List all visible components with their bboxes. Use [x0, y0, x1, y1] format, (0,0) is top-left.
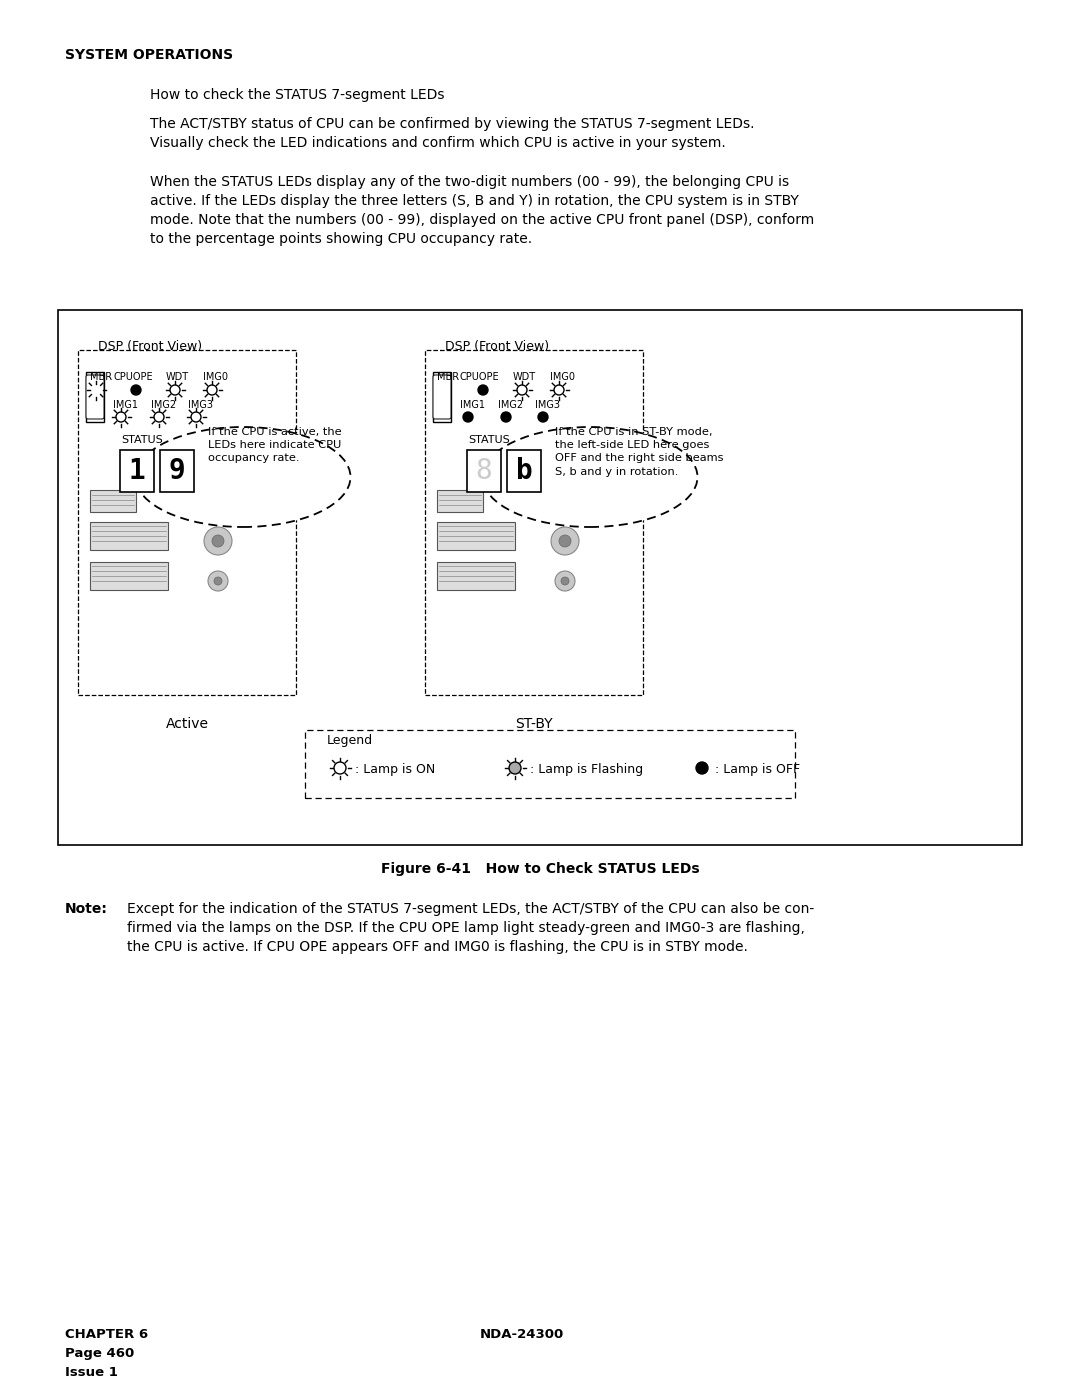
- Bar: [160, 450, 194, 492]
- Text: Except for the indication of the STATUS 7-segment LEDs, the ACT/STBY of the CPU : Except for the indication of the STATUS …: [127, 902, 814, 954]
- Bar: [467, 450, 501, 492]
- Circle shape: [696, 761, 708, 774]
- Text: IMG0: IMG0: [203, 372, 228, 381]
- Circle shape: [559, 535, 571, 548]
- Bar: [78, 351, 296, 694]
- Bar: [58, 310, 1022, 845]
- Circle shape: [438, 386, 448, 395]
- Text: IMG2: IMG2: [498, 400, 523, 409]
- Text: If the CPU is in ST-BY mode,
the left-side LED here goes
OFF and the right side : If the CPU is in ST-BY mode, the left-si…: [555, 427, 724, 476]
- Bar: [433, 372, 451, 422]
- Ellipse shape: [135, 427, 351, 527]
- Bar: [437, 522, 515, 550]
- Text: SYSTEM OPERATIONS: SYSTEM OPERATIONS: [65, 47, 233, 61]
- Text: Note:: Note:: [65, 902, 108, 916]
- Text: If the CPU is active, the
LEDs here indicate CPU
occupancy rate.: If the CPU is active, the LEDs here indi…: [208, 427, 341, 464]
- Text: STATUS: STATUS: [121, 434, 163, 446]
- Text: Active: Active: [165, 717, 208, 731]
- Circle shape: [538, 412, 548, 422]
- Text: How to check the STATUS 7-segment LEDs: How to check the STATUS 7-segment LEDs: [150, 88, 445, 102]
- Text: 9: 9: [168, 457, 186, 485]
- Text: 8: 8: [475, 457, 492, 485]
- Text: NDA-24300: NDA-24300: [480, 1329, 564, 1341]
- FancyBboxPatch shape: [433, 374, 451, 419]
- Text: 1: 1: [129, 457, 146, 485]
- Circle shape: [501, 412, 511, 422]
- Bar: [90, 522, 168, 550]
- Text: : Lamp is Flashing: : Lamp is Flashing: [530, 763, 643, 775]
- Text: When the STATUS LEDs display any of the two-digit numbers (00 - 99), the belongi: When the STATUS LEDs display any of the …: [150, 175, 814, 246]
- Bar: [426, 351, 643, 694]
- Text: IMG3: IMG3: [535, 400, 561, 409]
- Text: The ACT/STBY status of CPU can be confirmed by viewing the STATUS 7-segment LEDs: The ACT/STBY status of CPU can be confir…: [150, 117, 755, 149]
- Text: MBR: MBR: [90, 372, 112, 381]
- Bar: [437, 490, 483, 511]
- Text: CHAPTER 6
Page 460
Issue 1: CHAPTER 6 Page 460 Issue 1: [65, 1329, 148, 1379]
- Text: STATUS: STATUS: [468, 434, 510, 446]
- Bar: [507, 450, 541, 492]
- Text: WDT: WDT: [513, 372, 536, 381]
- Bar: [305, 731, 795, 798]
- Circle shape: [509, 761, 521, 774]
- Bar: [437, 562, 515, 590]
- Text: DSP (Front View): DSP (Front View): [445, 339, 549, 353]
- Text: IMG2: IMG2: [151, 400, 176, 409]
- Text: MBR: MBR: [437, 372, 459, 381]
- Text: CPUOPE: CPUOPE: [113, 372, 152, 381]
- Circle shape: [463, 412, 473, 422]
- Circle shape: [478, 386, 488, 395]
- Text: CPUOPE: CPUOPE: [460, 372, 500, 381]
- Text: IMG1: IMG1: [460, 400, 485, 409]
- FancyBboxPatch shape: [86, 374, 104, 419]
- Circle shape: [561, 577, 569, 585]
- Circle shape: [551, 527, 579, 555]
- Bar: [90, 490, 136, 511]
- Circle shape: [212, 535, 224, 548]
- Circle shape: [131, 386, 141, 395]
- Circle shape: [204, 527, 232, 555]
- Text: : Lamp is ON: : Lamp is ON: [355, 763, 435, 775]
- Text: IMG3: IMG3: [188, 400, 213, 409]
- Text: IMG1: IMG1: [113, 400, 138, 409]
- Text: WDT: WDT: [166, 372, 189, 381]
- Text: : Lamp is OFF: : Lamp is OFF: [715, 763, 800, 775]
- Bar: [86, 372, 104, 422]
- Text: Legend: Legend: [327, 733, 373, 747]
- Text: b: b: [515, 457, 532, 485]
- Text: Figure 6-41   How to Check STATUS LEDs: Figure 6-41 How to Check STATUS LEDs: [380, 862, 700, 876]
- Circle shape: [555, 571, 575, 591]
- Text: IMG0: IMG0: [550, 372, 575, 381]
- Circle shape: [214, 577, 222, 585]
- Ellipse shape: [483, 427, 698, 527]
- Circle shape: [208, 571, 228, 591]
- Bar: [120, 450, 154, 492]
- Text: ST-BY: ST-BY: [515, 717, 553, 731]
- Text: DSP (Front View): DSP (Front View): [98, 339, 202, 353]
- Bar: [90, 562, 168, 590]
